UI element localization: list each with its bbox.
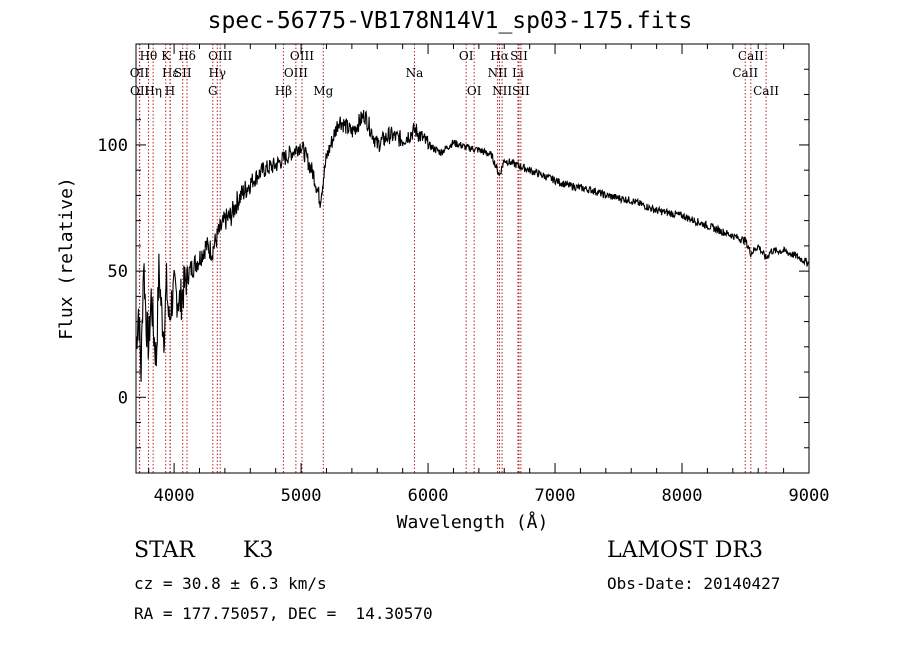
line-label-8: Hδ	[178, 49, 196, 63]
line-label-13: OIII	[290, 49, 314, 63]
obs-date: Obs-Date: 20140427	[607, 574, 781, 593]
line-label-25: CaII	[738, 49, 764, 63]
line-label-11: G	[208, 84, 218, 98]
line-label-9: OIII	[208, 49, 232, 63]
line-label-19: Hα	[490, 49, 509, 63]
line-label-5: K	[161, 49, 171, 63]
line-label-10: Hγ	[208, 66, 226, 80]
line-label-17: OI	[459, 49, 474, 63]
line-label-2: OII	[130, 84, 150, 98]
y-tick-label-2: 100	[97, 136, 128, 156]
line-label-7: H	[165, 84, 175, 98]
line-label-6: SII	[174, 66, 192, 80]
spectrum-line	[135, 109, 810, 382]
line-label-20: NII	[488, 66, 508, 80]
y-axis-label: Flux (relative)	[56, 177, 77, 340]
line-label-12: Hβ	[275, 84, 292, 98]
x-tick-label-1: 5000	[281, 486, 322, 506]
plot-frame	[135, 43, 810, 474]
survey-name: LAMOST DR3	[607, 538, 763, 563]
line-label-14: OIII	[284, 66, 308, 80]
y-tick-label-1: 50	[108, 262, 128, 282]
line-label-15: Mg	[313, 84, 333, 98]
y-tick-label-0: 0	[118, 388, 128, 408]
line-label-22: SII	[510, 49, 528, 63]
x-tick-label-5: 9000	[789, 486, 830, 506]
x-tick-label-3: 7000	[535, 486, 576, 506]
line-label-0: Hθ	[140, 49, 158, 63]
line-label-21: NII	[492, 84, 512, 98]
line-label-27: CaII	[753, 84, 779, 98]
x-tick-label-0: 4000	[154, 486, 195, 506]
line-label-24: SII	[512, 84, 530, 98]
object-class: STAR	[134, 538, 195, 563]
redshift-cz: cz = 30.8 ± 6.3 km/s	[134, 574, 327, 593]
x-tick-label-4: 8000	[662, 486, 703, 506]
line-label-26: CaII	[732, 66, 758, 80]
ra-dec: RA = 177.75057, DEC = 14.30570	[134, 604, 433, 623]
chart-title: spec-56775-VB178N14V1_sp03-175.fits	[207, 8, 693, 34]
line-label-4: Hη	[144, 84, 162, 98]
x-tick-label-2: 6000	[408, 486, 449, 506]
line-label-23: Li	[512, 66, 524, 80]
line-label-16: Na	[406, 66, 424, 80]
line-label-18: OI	[467, 84, 482, 98]
x-axis-label: Wavelength (Å)	[397, 511, 549, 533]
object-subclass: K3	[243, 538, 274, 563]
